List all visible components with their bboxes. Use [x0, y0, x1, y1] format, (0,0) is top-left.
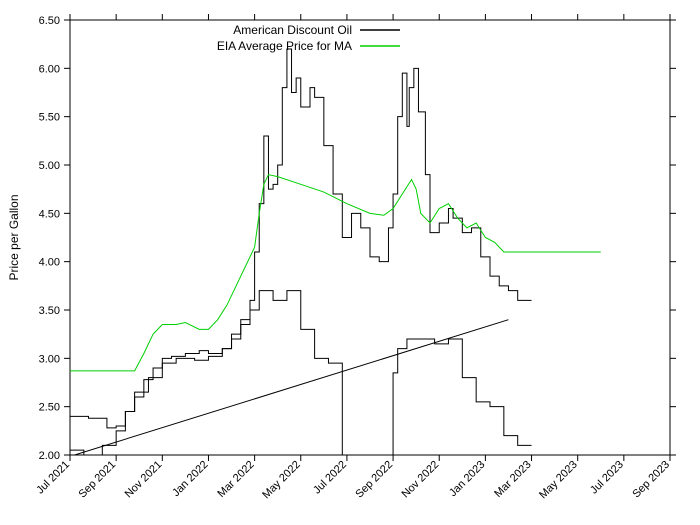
ytick-label: 2.50 — [39, 402, 60, 414]
ytick-label: 4.00 — [39, 257, 60, 269]
ytick-label: 6.50 — [39, 15, 60, 27]
ytick-label: 3.00 — [39, 353, 60, 365]
chart-container: 2.00 2.50 3.00 3.50 4.00 4.50 5.00 5.50 6.00 6.50… — [0, 0, 700, 525]
line-chart: 2.00 2.50 3.00 3.50 4.00 4.50 5.00 5.50 6.00 6.50… — [0, 0, 700, 525]
legend-label: American Discount Oil — [233, 23, 352, 37]
ytick-label: 4.50 — [39, 208, 60, 220]
ytick-label: 2.00 — [39, 450, 60, 462]
ytick-label: 3.50 — [39, 305, 60, 317]
ytick-label: 6.00 — [39, 63, 60, 75]
ytick-label: 5.00 — [39, 160, 60, 172]
y-axis-label: Price per Gallon — [7, 194, 21, 280]
chart-bg — [0, 0, 700, 525]
legend-label: EIA Average Price for MA — [217, 39, 352, 53]
ytick-label: 5.50 — [39, 112, 60, 124]
